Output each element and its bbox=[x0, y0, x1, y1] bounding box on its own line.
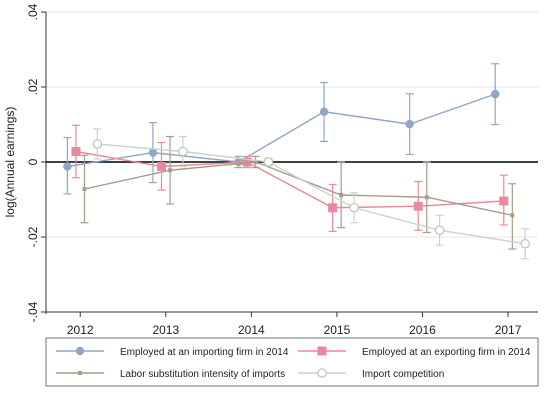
y-axis-title: log(Annual earnings) bbox=[3, 107, 17, 218]
data-point bbox=[157, 162, 167, 171]
data-point bbox=[405, 119, 414, 129]
data-point bbox=[434, 225, 445, 236]
series-line bbox=[75, 150, 504, 209]
legend-label: Import competition bbox=[362, 369, 444, 380]
data-point bbox=[349, 202, 359, 213]
series-line bbox=[84, 161, 513, 216]
series-line bbox=[67, 93, 496, 168]
data-point bbox=[491, 89, 500, 99]
legend-item: Employed at an exporting firm in 2014 bbox=[298, 346, 531, 358]
data-point bbox=[510, 213, 515, 218]
x-tick-label: 2014 bbox=[238, 323, 265, 337]
legend-item: Import competition bbox=[298, 368, 444, 380]
y-tick-label: -.04 bbox=[26, 301, 40, 322]
data-point bbox=[242, 157, 252, 167]
data-point bbox=[499, 196, 509, 206]
data-point bbox=[92, 139, 103, 149]
legend-marker bbox=[75, 346, 85, 356]
x-tick-label: 2015 bbox=[324, 323, 351, 337]
data-point bbox=[424, 195, 429, 200]
legend-label: Labor substitution intensity of imports bbox=[120, 369, 285, 380]
legend-marker bbox=[317, 346, 327, 356]
x-tick-label: 2016 bbox=[409, 323, 436, 337]
data-point bbox=[520, 238, 530, 249]
data-point bbox=[63, 162, 72, 171]
data-point bbox=[168, 168, 173, 173]
data-point bbox=[178, 146, 188, 157]
legend-label: Employed at an importing firm in 2014 bbox=[120, 347, 289, 358]
data-point bbox=[319, 107, 329, 116]
legend-marker bbox=[78, 371, 82, 375]
y-tick-label: 0 bbox=[26, 158, 40, 165]
data-point bbox=[148, 148, 158, 157]
series-line bbox=[97, 143, 526, 245]
data-point bbox=[71, 147, 81, 156]
data-point bbox=[328, 203, 338, 213]
data-point bbox=[263, 157, 274, 167]
series-2 bbox=[71, 124, 509, 232]
y-tick-label: .02 bbox=[26, 78, 40, 95]
data-point bbox=[82, 187, 87, 191]
series-4 bbox=[92, 128, 530, 260]
legend-label: Employed at an exporting firm in 2014 bbox=[362, 347, 531, 358]
legend-marker bbox=[317, 368, 327, 378]
legend-box bbox=[45, 337, 539, 387]
data-point bbox=[413, 201, 423, 211]
data-point bbox=[253, 160, 258, 164]
data-point bbox=[339, 193, 344, 197]
y-tick-label: -.02 bbox=[26, 226, 40, 247]
legend-item: Labor substitution intensity of imports bbox=[56, 369, 285, 380]
y-tick-label: .04 bbox=[26, 3, 40, 20]
legend-item: Employed at an importing firm in 2014 bbox=[56, 346, 289, 358]
x-tick-label: 2013 bbox=[152, 323, 179, 337]
series-1 bbox=[63, 63, 500, 195]
x-tick-label: 2017 bbox=[495, 323, 522, 337]
x-tick-label: 2012 bbox=[67, 323, 94, 337]
